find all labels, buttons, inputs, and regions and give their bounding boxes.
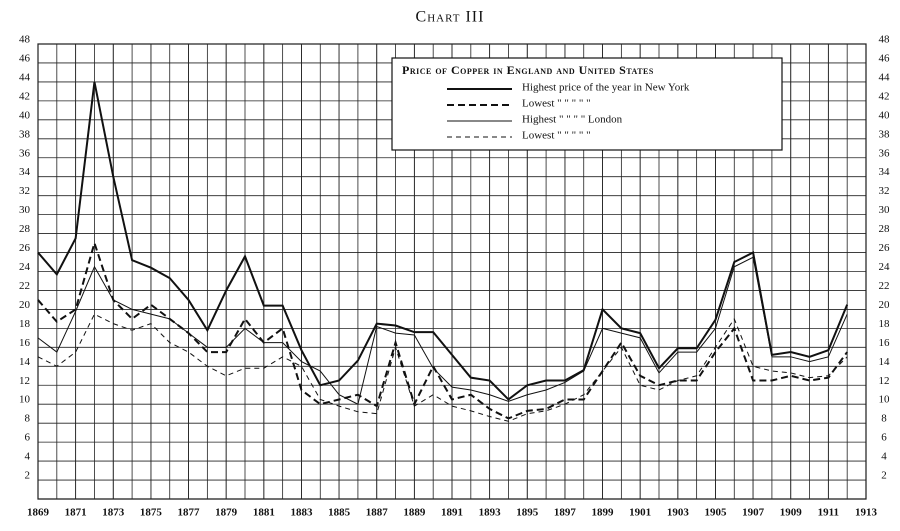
legend-label: Highest price of the year in New York bbox=[522, 82, 690, 94]
y-tick-label: 38 bbox=[19, 128, 31, 140]
y-tick-label: 16 bbox=[19, 337, 31, 349]
y-tick-label: 6 bbox=[25, 432, 31, 444]
y2-tick-label: 24 bbox=[879, 261, 891, 273]
legend-label: Highest " " " " London bbox=[522, 114, 623, 126]
x-tick-label: 1909 bbox=[780, 507, 803, 519]
x-tick-label: 1887 bbox=[366, 507, 389, 519]
y2-tick-label: 4 bbox=[881, 451, 887, 463]
y-tick-label: 20 bbox=[19, 299, 31, 311]
x-tick-label: 1899 bbox=[592, 507, 615, 519]
y2-tick-label: 18 bbox=[879, 318, 891, 330]
y-tick-label: 18 bbox=[19, 318, 31, 330]
y-tick-label: 26 bbox=[19, 242, 31, 254]
x-tick-label: 1885 bbox=[328, 507, 351, 519]
legend-label: Lowest " " " " " bbox=[522, 130, 591, 142]
y2-tick-label: 38 bbox=[879, 128, 891, 140]
x-tick-label: 1877 bbox=[178, 507, 201, 519]
y-tick-label: 2 bbox=[25, 470, 31, 482]
x-tick-label: 1869 bbox=[27, 507, 50, 519]
legend-label: Lowest " " " " " bbox=[522, 98, 591, 110]
x-tick-label: 1905 bbox=[704, 507, 727, 519]
y2-tick-label: 6 bbox=[881, 432, 887, 444]
y-tick-label: 28 bbox=[19, 223, 31, 235]
x-tick-label: 1907 bbox=[742, 507, 765, 519]
y2-tick-label: 34 bbox=[879, 166, 891, 178]
y-tick-label: 42 bbox=[19, 90, 30, 102]
x-tick-label: 1901 bbox=[629, 507, 651, 519]
y2-tick-label: 44 bbox=[879, 71, 891, 83]
x-tick-label: 1871 bbox=[65, 507, 87, 519]
y-tick-label: 22 bbox=[19, 280, 30, 292]
y2-tick-label: 36 bbox=[879, 147, 891, 159]
y2-tick-label: 40 bbox=[879, 109, 891, 121]
x-tick-label: 1875 bbox=[140, 507, 163, 519]
x-tick-label: 1883 bbox=[290, 507, 313, 519]
series-line bbox=[37, 313, 848, 422]
x-tick-label: 1891 bbox=[441, 507, 463, 519]
y2-tick-label: 22 bbox=[879, 280, 890, 292]
y-tick-label: 46 bbox=[19, 52, 31, 64]
y-tick-label: 36 bbox=[19, 147, 31, 159]
y-tick-label: 48 bbox=[19, 34, 31, 46]
chart-title: Chart III bbox=[416, 9, 485, 26]
y-tick-label: 32 bbox=[19, 185, 30, 197]
y-tick-label: 8 bbox=[25, 413, 31, 425]
y2-tick-label: 48 bbox=[879, 34, 891, 46]
y2-tick-label: 46 bbox=[879, 52, 891, 64]
y-tick-label: 30 bbox=[19, 204, 31, 216]
y-tick-label: 24 bbox=[19, 261, 31, 273]
y2-tick-label: 12 bbox=[879, 375, 890, 387]
y-tick-label: 10 bbox=[19, 394, 31, 406]
y2-tick-label: 26 bbox=[879, 242, 891, 254]
y2-tick-label: 32 bbox=[879, 185, 890, 197]
y2-tick-label: 42 bbox=[879, 90, 890, 102]
series-line bbox=[37, 81, 849, 401]
y2-tick-label: 10 bbox=[879, 394, 891, 406]
x-tick-label: 1881 bbox=[253, 507, 275, 519]
series-line bbox=[37, 256, 848, 405]
x-tick-label: 1889 bbox=[403, 507, 426, 519]
y-tick-label: 34 bbox=[19, 166, 31, 178]
x-tick-label: 1879 bbox=[215, 507, 238, 519]
y-tick-label: 40 bbox=[19, 109, 31, 121]
y2-tick-label: 14 bbox=[879, 356, 891, 368]
y-tick-label: 12 bbox=[19, 375, 30, 387]
y-tick-label: 14 bbox=[19, 356, 31, 368]
x-tick-label: 1911 bbox=[818, 507, 839, 519]
x-tick-label: 1903 bbox=[667, 507, 690, 519]
y2-tick-label: 16 bbox=[879, 337, 891, 349]
legend-box bbox=[391, 57, 783, 151]
x-tick-label: 1893 bbox=[479, 507, 502, 519]
x-tick-label: 1913 bbox=[855, 507, 878, 519]
y-tick-label: 44 bbox=[19, 71, 31, 83]
series-line bbox=[37, 239, 848, 420]
x-tick-label: 1873 bbox=[102, 507, 125, 519]
y2-tick-label: 28 bbox=[879, 223, 891, 235]
legend-title: Price of Copper in England and United St… bbox=[402, 63, 654, 77]
y2-tick-label: 8 bbox=[881, 413, 887, 425]
x-tick-label: 1895 bbox=[516, 507, 539, 519]
x-tick-label: 1897 bbox=[554, 507, 577, 519]
y2-tick-label: 30 bbox=[879, 204, 891, 216]
y2-tick-label: 20 bbox=[879, 299, 891, 311]
y-tick-label: 4 bbox=[25, 451, 31, 463]
y2-tick-label: 2 bbox=[881, 470, 887, 482]
